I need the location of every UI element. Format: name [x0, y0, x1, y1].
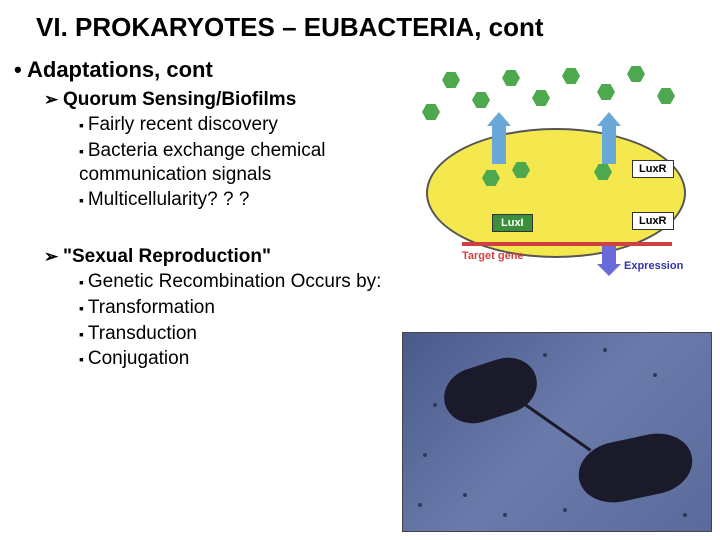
section2-item: Conjugation	[0, 345, 390, 371]
section2-item: Transformation	[0, 294, 390, 320]
speck-icon	[433, 403, 437, 407]
bacterium-shape	[573, 427, 698, 510]
autoinducer-icon	[597, 84, 615, 100]
autoinducer-icon	[422, 104, 440, 120]
speck-icon	[563, 508, 567, 512]
luxi-label: LuxI	[492, 214, 533, 232]
target-gene-label: Target gene	[462, 250, 524, 262]
arrow-up-icon	[602, 122, 616, 164]
pilus-line	[524, 403, 591, 451]
section1-item: Bacteria exchange chemical communication…	[0, 137, 390, 187]
speck-icon	[503, 513, 507, 517]
autoinducer-icon	[562, 68, 580, 84]
arrow-up-icon	[492, 122, 506, 164]
slide-title: VI. PROKARYOTES – EUBACTERIA, cont	[0, 0, 720, 43]
speck-icon	[603, 348, 607, 352]
speck-icon	[543, 353, 547, 357]
autoinducer-icon	[657, 88, 675, 104]
autoinducer-icon	[627, 66, 645, 82]
target-gene-line	[462, 242, 672, 246]
speck-icon	[683, 513, 687, 517]
section1-item: Multicellularity? ? ?	[0, 186, 390, 212]
luxr-label: LuxR	[632, 160, 674, 178]
autoinducer-icon	[472, 92, 490, 108]
section2-item: Genetic Recombination Occurs by:	[0, 268, 390, 294]
quorum-diagram: LuxR LuxI LuxR Target gene Expression	[402, 62, 712, 282]
speck-icon	[418, 503, 422, 507]
section2-item: Transduction	[0, 320, 390, 346]
cell-oval	[426, 128, 686, 258]
arrow-down-icon	[602, 246, 616, 266]
luxr-label: LuxR	[632, 212, 674, 230]
expression-label: Expression	[624, 260, 683, 272]
bacterium-shape	[437, 350, 544, 432]
autoinducer-icon	[502, 70, 520, 86]
conjugation-image	[402, 332, 712, 532]
speck-icon	[653, 373, 657, 377]
autoinducer-icon	[532, 90, 550, 106]
speck-icon	[423, 453, 427, 457]
autoinducer-icon	[442, 72, 460, 88]
section1-item: Fairly recent discovery	[0, 111, 390, 137]
speck-icon	[463, 493, 467, 497]
